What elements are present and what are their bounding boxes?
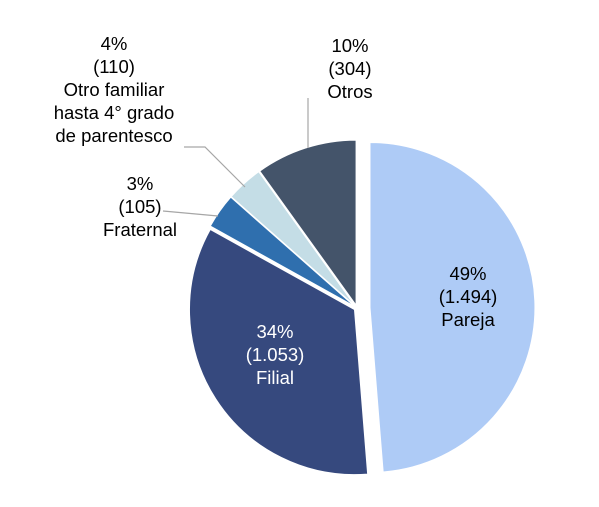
- pie-slice-otros: [259, 139, 357, 307]
- data-label-otros: 10% (304) Otros: [327, 35, 372, 102]
- leader-lines: [162, 98, 309, 217]
- data-label-fraternal: 3% (105) Fraternal: [103, 173, 177, 240]
- data-label-otro-familiar-hasta-4-grado-de-parentesco: 4% (110) Otro familiar hasta 4° grado de par…: [54, 33, 175, 146]
- pie-slice-pareja: [369, 141, 536, 473]
- pie-slice-otro-familiar-hasta-4-grado-de-parentesco: [230, 171, 356, 307]
- leader-line-fraternal: [162, 210, 219, 217]
- pie-slice-fraternal: [209, 196, 355, 307]
- leader-line-otro-familiar-hasta-4-grado-de-parentesco: [184, 146, 246, 188]
- data-label-pareja: 49% (1.494) Pareja: [439, 263, 498, 330]
- data-label-filial: 34% (1.053) Filial: [246, 321, 305, 388]
- slice-labels: 49% (1.494) Pareja 34% (1.053) Filial 3% (105) F…: [54, 33, 498, 388]
- pie-slice-filial: [188, 228, 369, 476]
- pie-slices: [188, 139, 536, 476]
